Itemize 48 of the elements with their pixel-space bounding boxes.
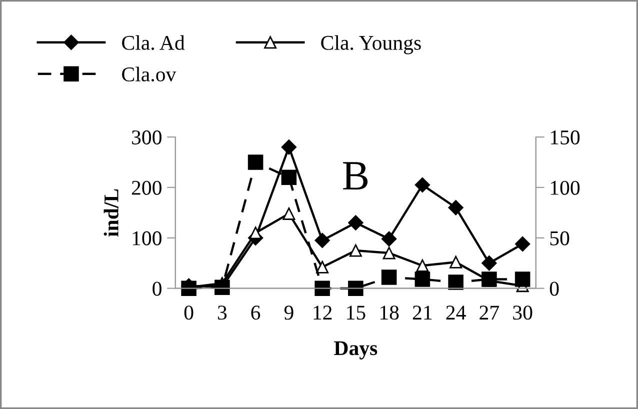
x-tick-label: 9: [284, 306, 294, 320]
point: [482, 256, 497, 271]
point: [282, 207, 296, 220]
y-tick-label: 300: [132, 130, 162, 144]
point: [348, 280, 364, 296]
legend-label: Cla.ov: [122, 66, 176, 82]
x-tick-label: 18: [380, 306, 399, 320]
y2-tick-label: 50: [550, 231, 570, 246]
legend-label: Cla. Ad: [122, 35, 185, 50]
x-tick-label: 3: [218, 306, 227, 320]
point: [515, 236, 530, 252]
annotation: B: [342, 162, 368, 190]
point: [281, 140, 296, 155]
point: [314, 232, 330, 248]
point: [349, 244, 362, 257]
point: [450, 256, 462, 268]
point: [249, 226, 262, 240]
x-tick-label: 6: [251, 306, 260, 320]
y-tick-label: 100: [132, 231, 162, 246]
y2-tick-label: 0: [550, 282, 559, 296]
point: [314, 280, 330, 296]
y2-tick-label: 150: [550, 130, 580, 144]
x-tick-label: 27: [480, 306, 500, 320]
point: [381, 270, 397, 285]
point: [416, 259, 429, 272]
point: [448, 274, 464, 290]
point: [381, 231, 397, 246]
point: [448, 200, 464, 216]
legend-label: Cla. Youngs: [321, 35, 421, 54]
x-axis-title: Days: [334, 341, 378, 360]
point: [248, 154, 264, 170]
x-tick-label: 30: [513, 306, 532, 320]
point: [414, 272, 430, 287]
x-tick-label: 21: [412, 306, 432, 320]
point: [514, 272, 530, 287]
y-tick-label: 0: [152, 282, 162, 296]
point: [281, 170, 297, 186]
point: [414, 177, 430, 193]
x-tick-label: 24: [446, 306, 466, 320]
x-tick-label: 0: [184, 306, 194, 320]
y2-tick-label: 100: [550, 180, 580, 195]
y-axis-title: ind/L: [104, 189, 118, 237]
x-tick-label: 12: [314, 306, 332, 320]
x-tick-label: 15: [347, 306, 366, 320]
y-tick-label: 200: [132, 180, 162, 195]
point: [382, 246, 396, 260]
point: [348, 215, 364, 230]
point: [316, 260, 329, 274]
